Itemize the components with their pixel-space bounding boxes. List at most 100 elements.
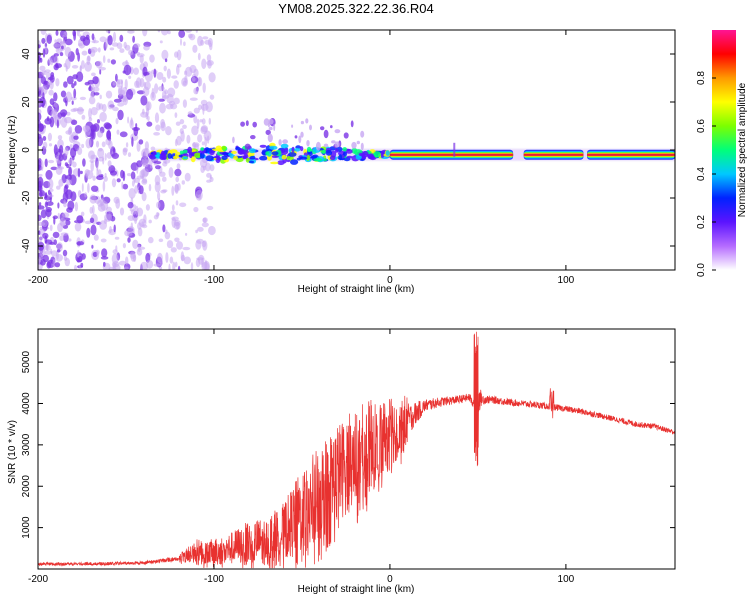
spectrogram-speckle (38, 173, 43, 177)
x-tick-label: -200 (28, 275, 48, 286)
spectrogram-speckle (174, 168, 182, 177)
spectrogram-speckle (47, 80, 53, 86)
spectrogram-speckle (171, 216, 179, 222)
spectrogram-speckle (143, 61, 148, 69)
spectrogram-speckle (90, 92, 95, 98)
spectrogram-speckle (139, 169, 145, 179)
spectrogram-speckle (77, 249, 80, 258)
spectrogram-speckle (110, 170, 117, 176)
signal-blob (235, 146, 241, 151)
spectrogram-speckle (183, 41, 186, 47)
spectrogram-speckle (59, 41, 65, 45)
spectrogram-speckle (65, 219, 71, 226)
spectrogram-speckle (89, 194, 97, 204)
spectrogram-speckle (190, 262, 194, 270)
spectrogram-speckle (134, 178, 140, 183)
spectrogram-speckle (73, 88, 77, 99)
spectrogram-speckle (38, 77, 42, 87)
spectrogram-speckle (89, 217, 95, 224)
spectrogram-speckle (185, 232, 188, 236)
spectrogram-speckle (149, 54, 155, 63)
spectrogram-speckle (162, 189, 168, 193)
signal-outlier (315, 141, 321, 151)
spectrogram-speckle (174, 261, 178, 268)
spectrogram-speckle (82, 158, 86, 167)
signal-outlier (268, 118, 274, 125)
spectrogram-speckle (123, 64, 132, 76)
spectrogram-speckle (84, 81, 90, 86)
spectrogram-speckle (169, 256, 174, 264)
colorbar-label: Normalized spectral amplitude (737, 82, 748, 217)
spectrogram-speckle (62, 35, 65, 39)
signal-blob (299, 146, 304, 152)
spectrogram-speckle (91, 72, 96, 77)
spectrogram-speckle (101, 141, 106, 148)
spectrogram-speckle (174, 183, 179, 194)
spectrogram-speckle (202, 217, 207, 223)
spectrogram-speckle (201, 58, 207, 70)
spectrogram-speckle (154, 181, 161, 193)
signal-blob (169, 149, 178, 154)
x-tick-label: -100 (204, 275, 224, 286)
spectrogram-speckle (58, 153, 64, 162)
signal-outlier (244, 143, 251, 150)
spectrogram-speckle (40, 30, 47, 36)
spectrogram-speckle (186, 134, 191, 144)
spectrogram-speckle (56, 185, 61, 190)
spectrogram-speckle (55, 78, 60, 87)
signal-blob (313, 158, 323, 162)
spectrogram-speckle (183, 256, 191, 265)
spectrogram-speckle (54, 39, 57, 44)
spectrogram-speckle (182, 80, 187, 86)
spectrogram-y-ticks: -40 -20 0 20 40 (21, 48, 675, 253)
signal-blob (286, 159, 291, 163)
spectrogram-speckle (203, 165, 207, 171)
spectrogram-speckle (50, 166, 58, 171)
spectrogram-speckle (81, 60, 85, 70)
spectrogram-speckle (47, 190, 51, 195)
spectrogram-y-label: Frequency (Hz) (7, 116, 18, 185)
spectrogram-speckle (90, 83, 95, 94)
spectrogram-speckle (127, 30, 135, 34)
spectrogram-speckle (109, 226, 112, 234)
spectrogram-speckle (121, 181, 124, 190)
spectrogram-speckle (207, 37, 213, 48)
signal-blob (295, 145, 302, 149)
spectrogram-speckle (114, 236, 120, 240)
colorbar-tick-label: 0.0 (696, 263, 707, 277)
spectrogram-x-label: Height of straight line (km) (298, 284, 415, 295)
signal-outlier (250, 135, 256, 140)
spectrogram-speckle (74, 125, 83, 134)
signal-blob (299, 156, 308, 160)
spectrogram-speckle (201, 222, 209, 228)
spectrogram-speckle (102, 103, 107, 113)
spectrogram-speckle (100, 238, 107, 243)
spectrogram-speckle (146, 158, 154, 165)
colorbar-tick-label: 0.8 (696, 71, 707, 85)
spectrogram-speckle (127, 201, 134, 209)
signal-blob (367, 155, 376, 160)
spectrogram-speckle (119, 34, 124, 43)
spectrogram-speckle (81, 143, 85, 149)
spectrogram-speckle (171, 185, 175, 196)
spectrogram-speckle (113, 224, 116, 233)
signal-outlier (334, 129, 341, 134)
spectrogram-speckle (146, 259, 154, 269)
spectrogram-speckle (76, 241, 82, 246)
spectrogram-speckle (89, 206, 93, 214)
spectrogram-speckle (49, 241, 55, 245)
spectrogram-speckle (95, 140, 100, 148)
spectrogram-speckle (136, 141, 141, 152)
spectrogram-speckle (116, 178, 121, 183)
spectrogram-speckle (118, 260, 127, 266)
spectrogram-speckle (46, 116, 50, 122)
spectrogram-speckle (86, 55, 91, 66)
spectrogram-speckle (64, 147, 69, 157)
snr-y-label: SNR (10 * v/v) (7, 420, 18, 484)
spectrogram-speckle (122, 147, 128, 153)
spectrogram-speckle (84, 125, 91, 136)
signal-outlier (240, 121, 246, 127)
spectrogram-speckle (92, 251, 98, 257)
signal-blob (209, 149, 215, 156)
spectrogram-speckle (199, 119, 203, 123)
